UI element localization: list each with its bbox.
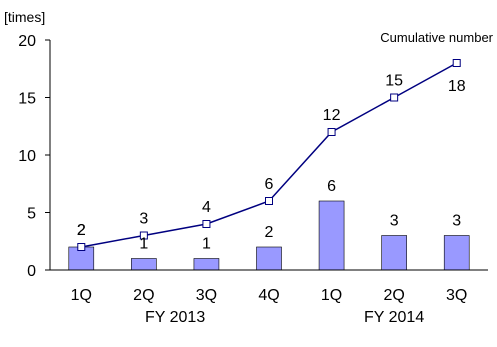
bar-value-label: 1 bbox=[202, 236, 211, 253]
line-marker bbox=[265, 197, 273, 205]
x-tick-label: 3Q bbox=[196, 287, 217, 304]
x-tick-label: 2Q bbox=[383, 287, 404, 304]
y-tick-label: 20 bbox=[18, 33, 36, 50]
line-marker bbox=[452, 59, 461, 67]
cumulative-line bbox=[81, 62, 458, 248]
bar bbox=[256, 246, 282, 271]
line-marker bbox=[202, 220, 211, 228]
bar-value-label: 3 bbox=[452, 213, 461, 230]
line-marker bbox=[139, 231, 148, 240]
bar bbox=[318, 200, 345, 271]
bar-value-label: 2 bbox=[265, 224, 274, 241]
y-tick-label: 10 bbox=[18, 148, 36, 165]
cumulative-value-label: 2 bbox=[77, 222, 86, 239]
bar-value-label: 6 bbox=[327, 178, 336, 195]
cumulative-value-label: 12 bbox=[323, 107, 341, 124]
x-tick-label: 4Q bbox=[258, 287, 279, 304]
x-group-label: FY 2014 bbox=[364, 309, 424, 326]
x-tick-label: 2Q bbox=[133, 287, 154, 304]
x-tick-label: 1Q bbox=[321, 287, 342, 304]
cumulative-value-label: 6 bbox=[265, 176, 274, 193]
bar bbox=[193, 258, 220, 271]
bar-value-label: 3 bbox=[390, 213, 399, 230]
line-marker bbox=[390, 93, 399, 102]
y-tick-label: 15 bbox=[18, 91, 36, 108]
bar-value-label: 1 bbox=[139, 236, 148, 253]
y-tick-label: 5 bbox=[27, 206, 36, 223]
y-unit-label: [times] bbox=[4, 9, 45, 25]
series-legend-label: Cumulative number bbox=[380, 30, 493, 45]
cumulative-value-label: 15 bbox=[385, 73, 403, 90]
bar bbox=[443, 235, 470, 271]
cumulative-value-label: 18 bbox=[448, 78, 466, 95]
cumulative-value-label: 3 bbox=[139, 211, 148, 228]
x-tick-label: 3Q bbox=[446, 287, 467, 304]
bar bbox=[381, 235, 407, 271]
line-marker bbox=[327, 128, 336, 136]
bar-value-label: 2 bbox=[77, 222, 86, 239]
bar bbox=[131, 258, 157, 271]
y-tick-label: 0 bbox=[27, 263, 36, 280]
x-tick-label: 1Q bbox=[71, 287, 92, 304]
line-marker bbox=[77, 243, 86, 251]
x-group-label: FY 2013 bbox=[145, 309, 205, 326]
cumulative-value-label: 4 bbox=[202, 199, 211, 216]
